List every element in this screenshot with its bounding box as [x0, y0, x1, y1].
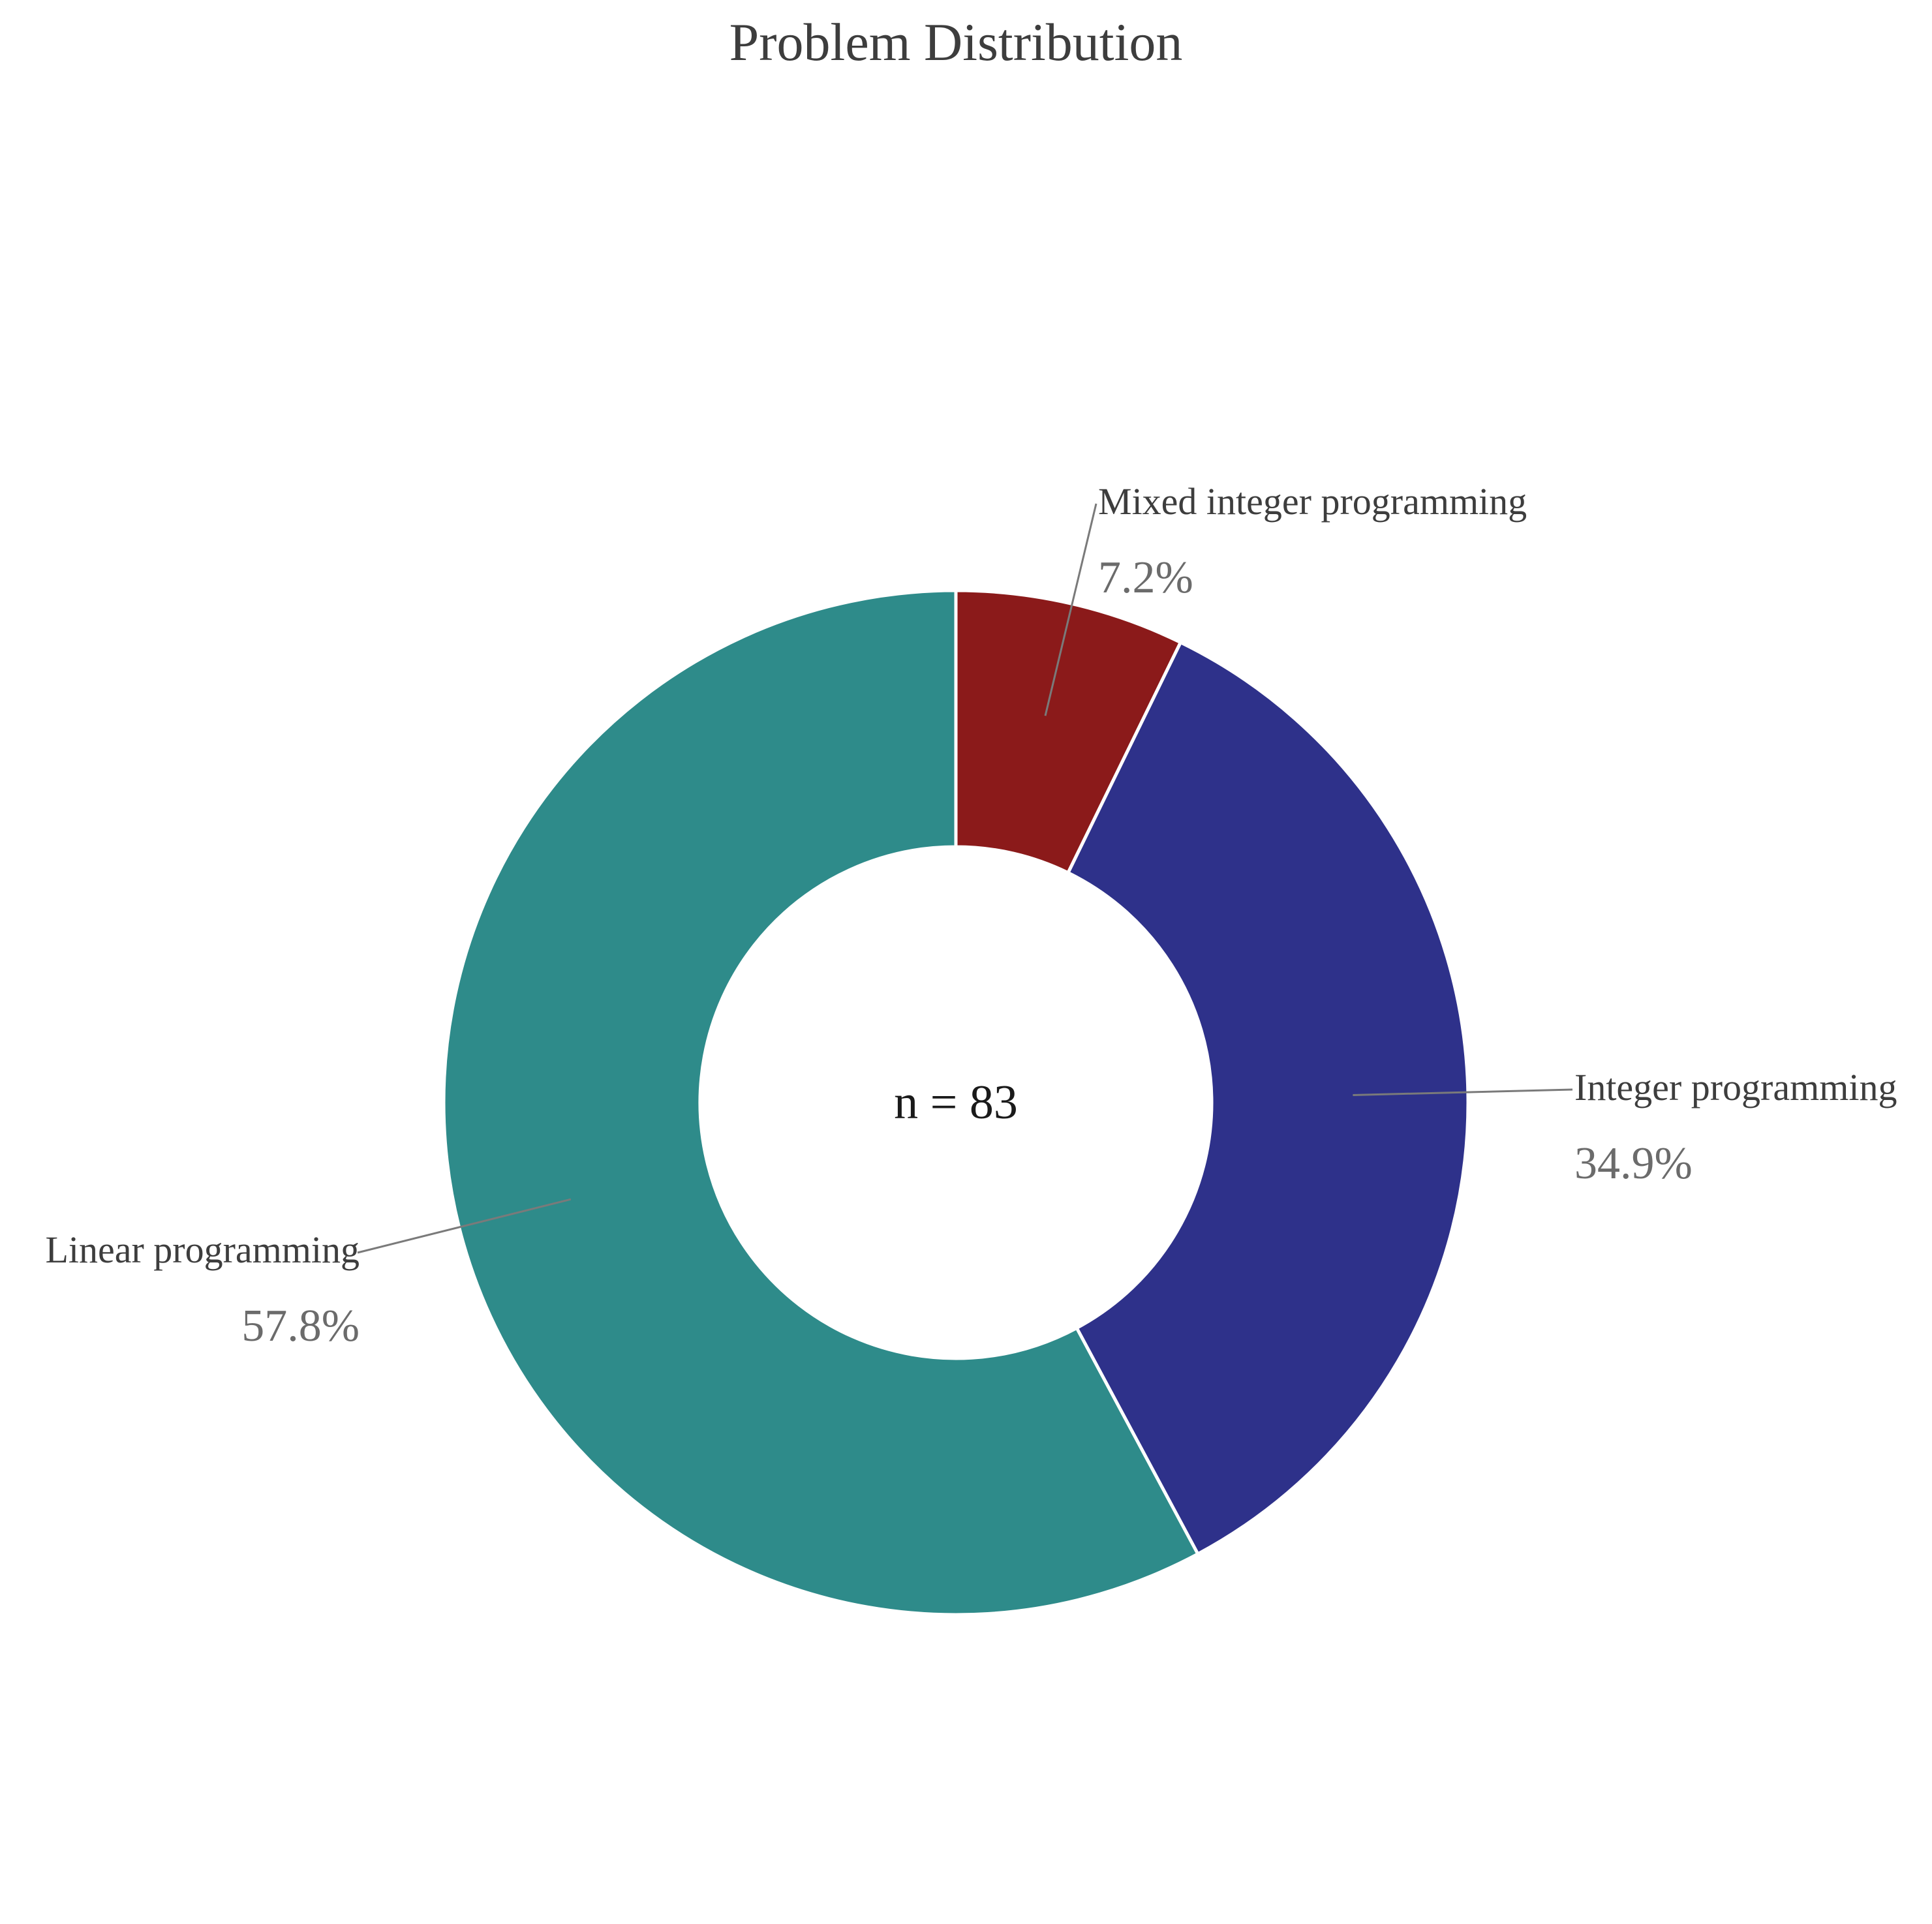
leader-line-mixed-integer-programming — [1044, 503, 1097, 716]
slice-linear-programming — [442, 588, 1201, 1617]
center-total-label: n = 83 — [894, 1076, 1018, 1129]
donut-slices — [442, 588, 1470, 1617]
leader-lines — [357, 503, 1573, 1254]
category-label-mixed-integer-programming: Mixed integer programming — [1098, 480, 1527, 523]
slice-labels: Mixed integer programming 7.2% Integer pro… — [45, 480, 1897, 1351]
category-label-linear-programming: Linear programming — [45, 1229, 360, 1271]
category-label-integer-programming: Integer programming — [1574, 1066, 1897, 1108]
percent-label-integer-programming: 34.9% — [1574, 1138, 1693, 1189]
chart-title: Problem Distribution — [729, 12, 1183, 72]
percent-label-mixed-integer-programming: 7.2% — [1098, 553, 1193, 603]
slice-integer-programming — [1066, 640, 1470, 1557]
leader-line-linear-programming — [357, 1198, 572, 1254]
slice-mixed-integer-programming — [954, 588, 1183, 876]
leader-line-integer-programming — [1353, 1088, 1573, 1096]
percent-label-linear-programming: 57.8% — [241, 1301, 360, 1351]
